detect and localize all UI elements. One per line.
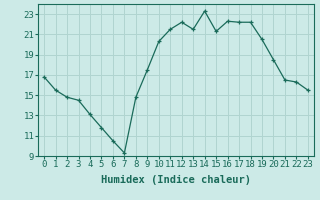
X-axis label: Humidex (Indice chaleur): Humidex (Indice chaleur) [101, 175, 251, 185]
